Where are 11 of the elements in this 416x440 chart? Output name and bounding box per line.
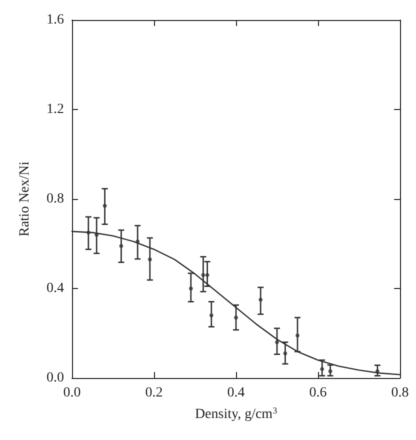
y-tick-label: 0.0 (46, 370, 64, 386)
y-axis-title: Ratio Nex/Ni (18, 161, 32, 237)
x-tick-label: 0.0 (63, 386, 81, 400)
x-tick-label: 0.8 (391, 386, 409, 400)
x-tick-label: 0.6 (309, 386, 327, 400)
y-tick-label: 1.6 (46, 12, 64, 28)
y-tick-label: 0.8 (46, 192, 64, 206)
x-tick-label: 0.4 (227, 386, 245, 400)
y-tick-label: 0.4 (46, 281, 64, 296)
y-tick-label: 1.2 (46, 102, 64, 117)
x-tick-label: 0.2 (145, 386, 163, 400)
